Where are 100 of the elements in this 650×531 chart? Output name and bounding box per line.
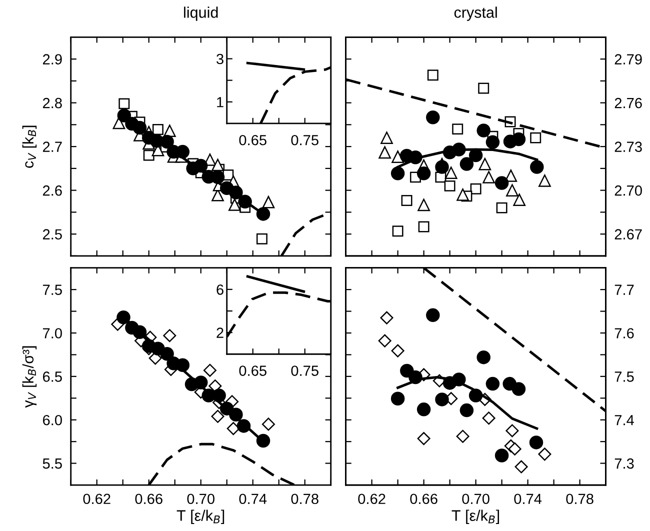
point [452, 124, 464, 135]
point [392, 150, 404, 163]
point [390, 392, 405, 406]
point [494, 448, 509, 462]
text: 2.70 [614, 185, 642, 196]
point [418, 198, 430, 212]
text: 2.73 [614, 142, 642, 152]
y-tick-label: 7.0 [42, 328, 62, 338]
point [426, 110, 440, 124]
point [504, 170, 518, 182]
point [417, 432, 430, 446]
point [460, 403, 474, 418]
text: 2.67 [614, 229, 642, 240]
chart-title: crystal [454, 6, 497, 21]
point [456, 430, 470, 443]
point [530, 132, 542, 144]
x-tick-label: 0.75 [291, 366, 318, 376]
y-tick-label: 6.0 [42, 414, 62, 426]
point [427, 70, 438, 81]
y-tick-label: 6.5 [42, 372, 62, 382]
y-tick-label: 7.5 [42, 284, 62, 295]
point [444, 166, 458, 179]
point [506, 184, 518, 196]
y-tick-label: 5.5 [42, 458, 62, 469]
point [152, 124, 164, 135]
point [470, 183, 482, 194]
point [143, 150, 154, 161]
y-tick-label: 2.8 [42, 98, 62, 108]
x-tick-label: 0.65 [239, 134, 266, 146]
point [262, 196, 275, 208]
point [506, 424, 519, 438]
y-tick-label: 3 [216, 54, 224, 64]
y-tick-label: 1 [217, 97, 224, 108]
point [416, 166, 431, 180]
y-tick-label: 2.5 [42, 229, 62, 240]
point [226, 422, 240, 436]
x-tick-label: 0.74 [239, 494, 267, 504]
point [508, 442, 522, 456]
point [444, 180, 456, 192]
x-tick-label: 0.66 [135, 494, 162, 504]
y-axis-title: γ$_{V}$ [k$_{B}$/σ³] [22, 346, 37, 408]
point [486, 135, 500, 150]
point [496, 202, 508, 214]
point [530, 160, 544, 174]
point [256, 233, 268, 244]
point [208, 379, 222, 392]
point [476, 350, 490, 364]
point [378, 146, 391, 159]
point [538, 174, 551, 187]
point [418, 221, 430, 232]
point [118, 98, 130, 110]
x-tick-label: 0.78 [566, 494, 594, 504]
point [391, 344, 404, 358]
y2-tick-label: 7.5 [614, 372, 634, 382]
y2-tick-label: 7.6 [614, 328, 634, 338]
point [512, 132, 526, 146]
y-tick-label: 2.7 [42, 142, 62, 152]
point [513, 194, 526, 206]
y2-tick-label: 7.7 [614, 284, 634, 295]
x-tick-label: 0.70 [462, 494, 490, 504]
point [228, 198, 241, 211]
x-tick-label: 0.70 [187, 494, 214, 504]
y-tick-label: 2.6 [42, 185, 62, 196]
point [426, 308, 440, 322]
point [203, 364, 216, 377]
point [512, 382, 526, 396]
point [380, 132, 393, 144]
point [380, 311, 394, 324]
point [460, 157, 474, 171]
point [163, 329, 176, 342]
point [378, 334, 392, 348]
point [482, 171, 495, 184]
point [514, 460, 528, 474]
x-tick-label: 0.78 [291, 494, 318, 504]
x-tick-label: 0.66 [410, 494, 438, 504]
point [478, 158, 492, 170]
y-tick-label: 2 [216, 328, 224, 338]
x-tick-label: 0.62 [83, 494, 110, 504]
point [392, 226, 404, 237]
y-tick-label: 6 [216, 284, 224, 295]
y-tick-label: 2.9 [42, 54, 62, 64]
point [112, 116, 126, 130]
y2-tick-label: 7.4 [614, 415, 634, 426]
point [401, 195, 412, 206]
x-axis-title: T [ε/k$_{B}$] [176, 510, 224, 524]
point [262, 418, 275, 431]
point [456, 188, 469, 201]
chart-title: liquid [184, 6, 218, 21]
text: 2.76 [614, 98, 642, 108]
x-tick-label: 0.62 [358, 494, 386, 504]
text: 2.79 [614, 54, 642, 64]
point [476, 124, 490, 138]
point [478, 82, 490, 94]
point [435, 392, 449, 406]
x-axis-title: T [ε/k$_{B}$] [452, 510, 500, 524]
point [211, 410, 224, 423]
point [494, 176, 509, 190]
point [416, 402, 431, 416]
point [390, 166, 405, 180]
x-tick-label: 0.65 [239, 366, 266, 376]
